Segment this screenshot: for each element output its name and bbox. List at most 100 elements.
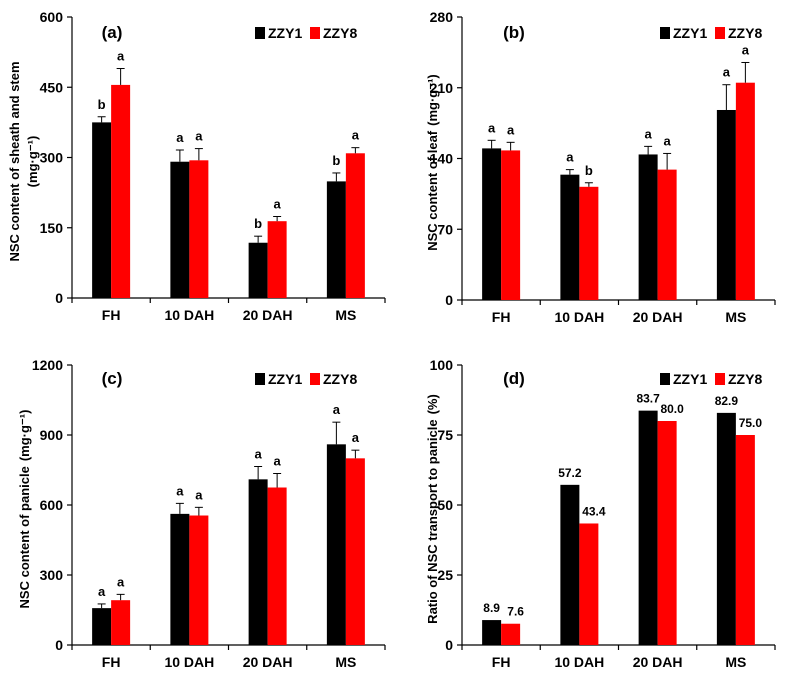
data-label: 80.0 [660,402,684,416]
legend-label: ZZY8 [323,371,357,387]
bar-zzy1-3 [638,410,658,645]
panel-label: (b) [503,23,525,42]
legend: ZZY1 ZZY8 [255,25,357,41]
legend-label: ZZY8 [323,25,357,41]
x-tick-label: 10 DAH [164,307,214,323]
bar-zzy1-1 [92,608,112,645]
bar-zzy8-4 [345,458,365,645]
bar-zzy1-4 [326,444,346,645]
bar-zzy1-2 [170,513,190,645]
bar-zzy8-2 [189,515,209,645]
data-label: 7.6 [507,605,524,619]
significance-label: a [352,430,360,445]
y-tick-label: 0 [445,292,453,308]
x-tick-label: 20 DAH [633,309,683,325]
bar-zzy1-3 [638,154,658,300]
bar-zzy8-4 [735,435,755,645]
significance-label: a [333,402,341,417]
y-tick-label: 900 [40,427,64,443]
significance-label: a [255,447,263,462]
significance-label: a [176,130,184,145]
significance-label: a [274,197,282,212]
significance-label: a [723,65,731,80]
bar-zzy8-2 [189,160,209,298]
y-tick-label: 150 [40,220,64,236]
data-label: 83.7 [636,392,660,406]
significance-label: a [274,454,282,469]
bar-zzy1-4 [716,109,736,300]
y-axis-label: NSC content of sheath and stem [7,61,22,261]
bar-zzy1-1 [482,148,502,300]
y-tick-label: 100 [430,357,454,373]
legend-swatch-zzy8 [310,27,320,39]
legend-swatch-zzy8 [310,373,320,385]
significance-label: b [254,216,262,231]
y-axis-unit: (mg·g⁻¹) [25,136,40,188]
x-tick-label: 10 DAH [554,654,604,670]
bar-zzy8-3 [267,221,287,298]
y-tick-label: 140 [430,151,454,167]
panel-label: (d) [503,369,525,388]
significance-label: b [585,163,593,178]
x-tick-label: 20 DAH [243,307,293,323]
x-tick-label: MS [725,309,746,325]
legend: ZZY1 ZZY8 [660,25,762,41]
legend-swatch-zzy8 [715,27,725,39]
bar-zzy8-2 [579,186,599,300]
legend-label: ZZY1 [673,25,707,41]
x-tick-label: 10 DAH [164,654,214,670]
y-axis-label-text: Ratio of NSC transport to panicle [425,419,440,623]
chart-panel-4: 0 25 50 75 100 FH 10 DAH 20 DAH MS 8.9 57.2 83.7 82.… [425,357,776,670]
y-tick-label: 600 [40,497,64,513]
bar-zzy1-1 [92,122,112,298]
bar-zzy1-1 [482,620,502,645]
y-tick-label: 70 [437,221,453,237]
y-axis-label: NSC content of panicle (mg·g⁻¹) [17,410,32,609]
bar-zzy8-3 [657,169,677,300]
significance-label: a [117,49,125,64]
y-tick-label: 75 [437,427,453,443]
legend: ZZY1 ZZY8 [255,371,357,387]
x-tick-label: FH [492,654,511,670]
y-tick-label: 450 [40,79,64,95]
y-axis-unit: (%) [425,394,440,414]
x-tick-label: MS [725,654,746,670]
y-tick-label: 25 [437,567,453,583]
legend-label: ZZY1 [268,25,302,41]
data-label: 8.9 [483,601,500,615]
y-tick-label: 600 [40,9,64,25]
y-axis-label: Ratio of NSC transport to panicle (%) [425,394,440,624]
x-tick-label: MS [335,307,356,323]
y-tick-label: 210 [430,80,454,96]
y-axis-unit: (mg·g⁻¹) [17,410,32,462]
legend-swatch-zzy1 [660,373,670,385]
y-tick-label: 1200 [32,357,63,373]
significance-label: a [195,487,203,502]
data-label: 82.9 [715,394,739,408]
bar-zzy1-2 [170,161,190,298]
y-tick-label: 50 [437,497,453,513]
significance-label: a [742,42,750,57]
bar-zzy1-4 [326,181,346,298]
x-tick-label: 20 DAH [243,654,293,670]
significance-label: a [195,129,203,144]
significance-label: a [507,122,515,137]
y-tick-label: 0 [55,290,63,306]
bar-zzy8-1 [111,84,131,299]
significance-label: a [566,150,574,165]
significance-label: a [664,133,672,148]
significance-label: a [176,483,184,498]
panel-label: (a) [102,23,123,42]
bar-zzy8-2 [579,523,599,645]
bar-zzy1-4 [716,412,736,645]
significance-label: a [645,126,653,141]
x-tick-label: 20 DAH [633,654,683,670]
legend-swatch-zzy8 [715,373,725,385]
y-axis-label: NSC content of leaf (mg·g⁻¹) [425,74,440,251]
y-tick-label: 300 [40,567,64,583]
x-tick-label: FH [492,309,511,325]
bar-zzy8-1 [111,600,131,645]
x-tick-label: FH [102,654,121,670]
